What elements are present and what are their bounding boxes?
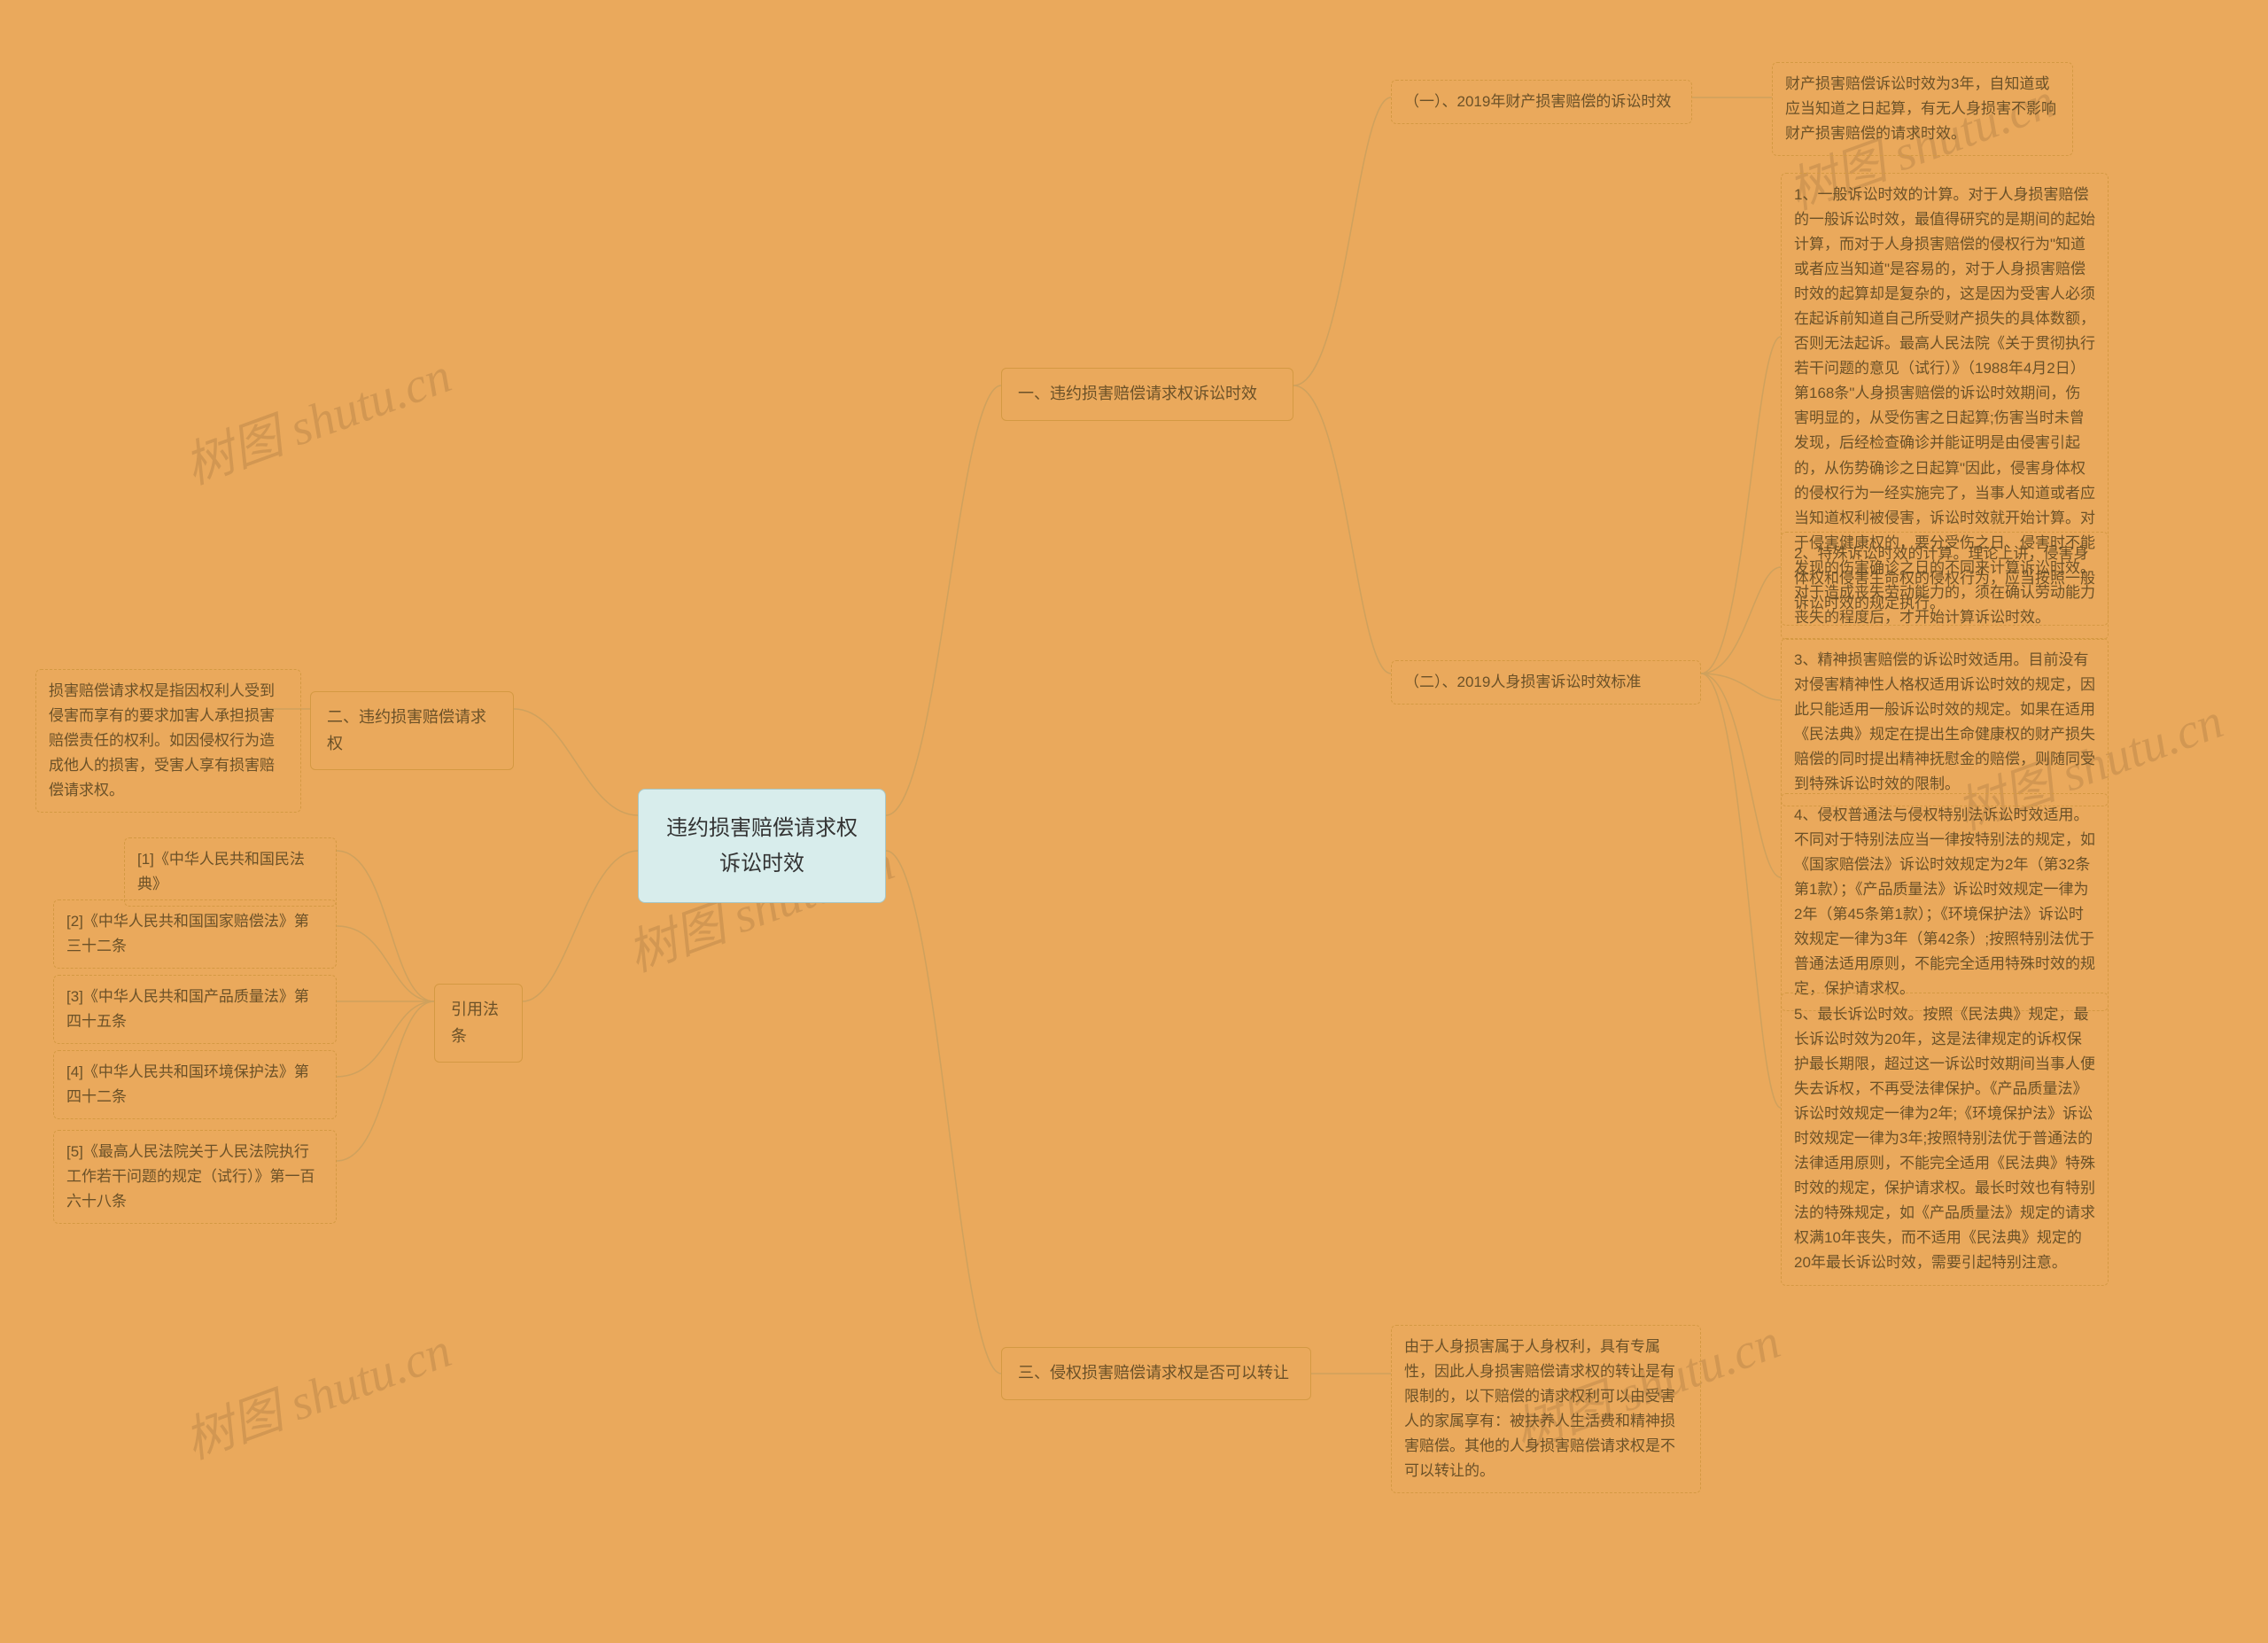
ref-item-3: [3]《中华人民共和国产品质量法》第四十五条 [53,975,337,1044]
sub2-leaf-3: 3、精神损害赔偿的诉讼时效适用。目前没有对侵害精神性人格权适用诉讼时效的规定，因… [1781,638,2109,806]
ref-item-4: [4]《中华人民共和国环境保护法》第四十二条 [53,1050,337,1119]
refs-branch[interactable]: 引用法条 [434,984,523,1063]
branch-1[interactable]: 一、违约损害赔偿请求权诉讼时效 [1001,368,1293,421]
ref-item-1: [1]《中华人民共和国民法典》 [124,837,337,907]
ref-item-5: [5]《最高人民法院关于人民法院执行工作若干问题的规定（试行）》第一百六十八条 [53,1130,337,1224]
branch-3-leaf: 由于人身损害属于人身权利，具有专属性，因此人身损害赔偿请求权的转让是有限制的，以… [1391,1325,1701,1493]
branch-2-leaf: 损害赔偿请求权是指因权利人受到侵害而享有的要求加害人承担损害赔偿责任的权利。如因… [35,669,301,813]
branch-2[interactable]: 二、违约损害赔偿请求权 [310,691,514,770]
branch-1-sub2[interactable]: （二）、2019人身损害诉讼时效标准 [1391,660,1701,705]
branch-1-sub1[interactable]: （一）、2019年财产损害赔偿的诉讼时效 [1391,80,1692,124]
sub2-leaf-2: 2、特殊诉讼时效的计算。理论上讲，侵害身体权和侵害生命权的侵权行为，应当按照一般… [1781,532,2109,626]
sub2-leaf-4: 4、侵权普通法与侵权特别法诉讼时效适用。不同对于特别法应当一律按特别法的规定，如… [1781,793,2109,1011]
ref-item-2: [2]《中华人民共和国国家赔偿法》第三十二条 [53,899,337,969]
center-node[interactable]: 违约损害赔偿请求权诉讼时效 [638,789,886,903]
watermark: 树图 shutu.cn [174,1311,460,1474]
watermark: 树图 shutu.cn [174,336,460,499]
branch-1-sub1-leaf: 财产损害赔偿诉讼时效为3年，自知道或应当知道之日起算，有无人身损害不影响财产损害… [1772,62,2073,156]
branch-3[interactable]: 三、侵权损害赔偿请求权是否可以转让 [1001,1347,1311,1400]
sub2-leaf-5: 5、最长诉讼时效。按照《民法典》规定，最长诉讼时效为20年，这是法律规定的诉权保… [1781,993,2109,1286]
